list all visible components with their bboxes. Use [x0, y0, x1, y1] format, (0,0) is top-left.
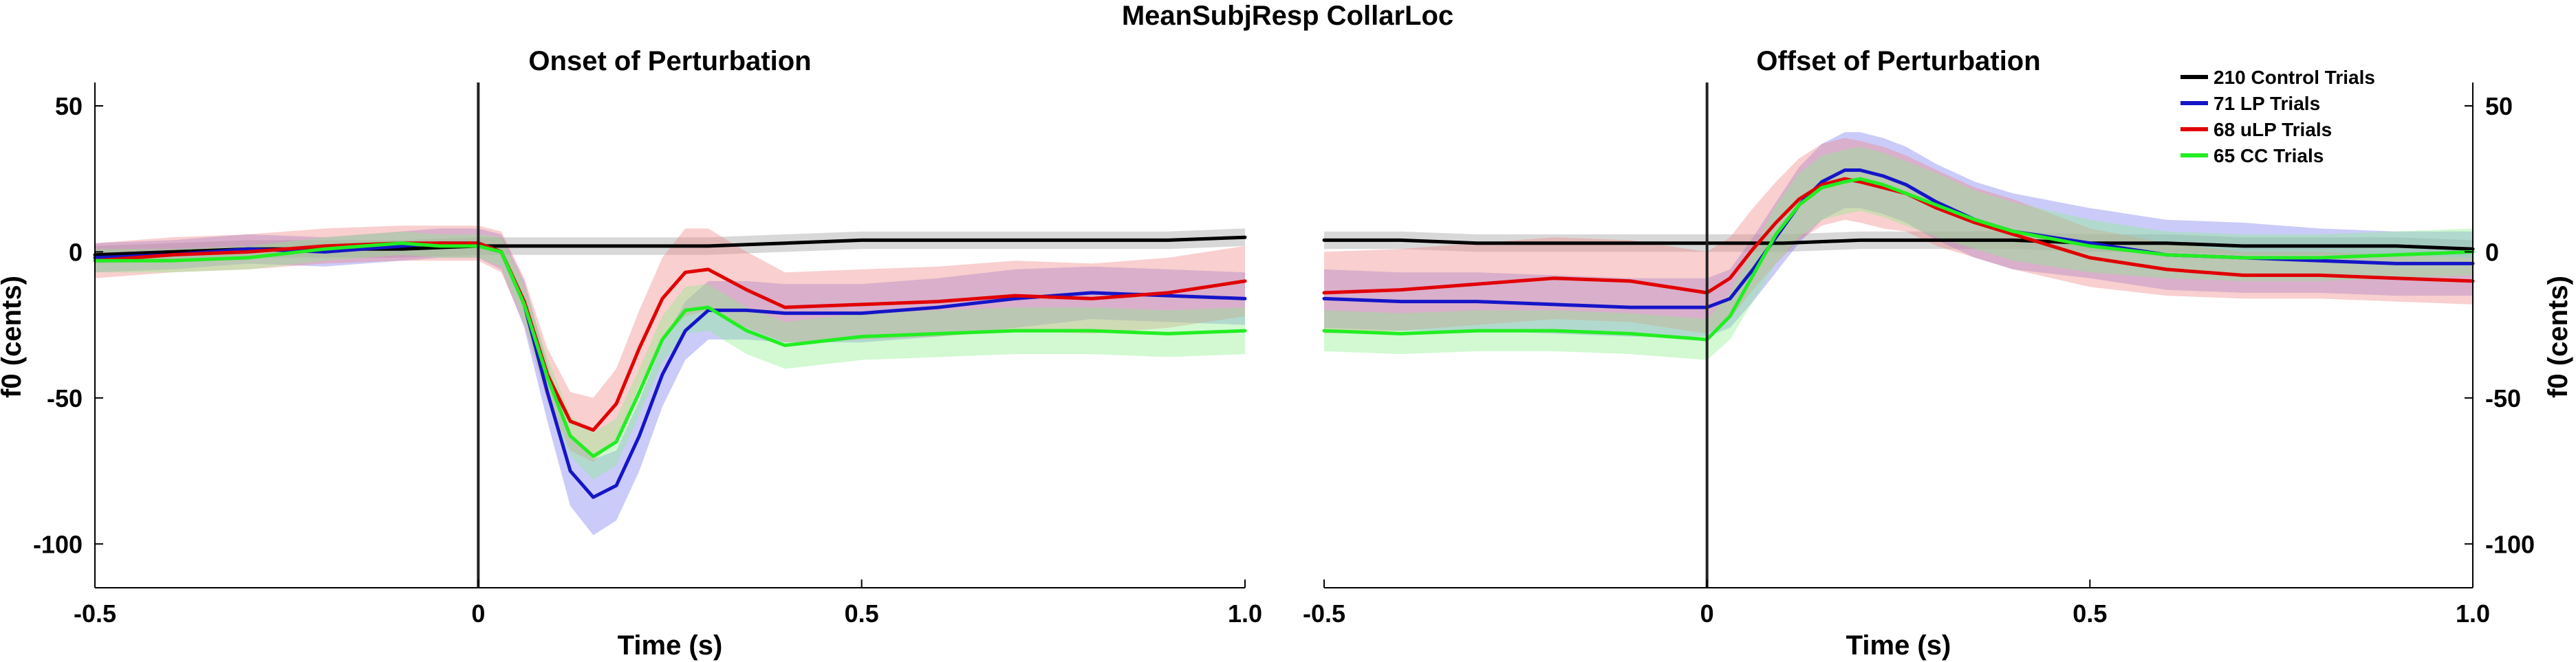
legend: 210 Control Trials 71 LP Trials 68 uLP Tri… [2180, 67, 2375, 166]
ylabel-left: f0 (cents) [0, 276, 27, 398]
figure-title: MeanSubjResp CollarLoc [1122, 1, 1453, 31]
xlabel-onset: Time (s) [618, 630, 723, 661]
ytick-label: -100 [33, 530, 83, 558]
legend-label-lp: 71 LP Trials [2214, 93, 2320, 114]
band-lp-offset [1324, 132, 2473, 337]
xtick-label: 1.0 [1228, 599, 1262, 628]
band-control-offset [1324, 231, 2473, 258]
line-cc-onset [93, 241, 1247, 459]
ylabel-right: f0 (cents) [2543, 276, 2573, 398]
axes-onset [94, 82, 1245, 588]
axes-offset [1324, 82, 2474, 588]
xtick-label: 0.5 [2072, 599, 2107, 628]
panel-onset: Onset of Perturbation -0.5 0 0.5 1.0500-50-… [0, 46, 1262, 661]
band-ulp-offset [1324, 137, 2473, 334]
ticks-onset: -0.5 0 0.5 1.0 50 0 -50 -100 [33, 92, 1262, 628]
ytick-label: -50 [47, 384, 83, 412]
panel-offset: Offset of Perturbation -0.5 0 0.5 1.0 50 0 -50… [1303, 46, 2573, 661]
xtick-label: 1.0 [2456, 599, 2490, 628]
xtick-label: 0.5 [845, 599, 879, 628]
ytick-label: 50 [2485, 92, 2513, 120]
band-cc-onset [95, 231, 1245, 480]
xtick-label: -0.5 [74, 599, 116, 628]
line-lp-onset [93, 241, 1247, 499]
line-cc-offset [1322, 177, 2475, 342]
lines-onset [93, 235, 1247, 499]
panel-title-offset: Offset of Perturbation [1756, 46, 2040, 76]
ytick-label: -100 [2485, 530, 2535, 558]
xtick-label: 0 [471, 599, 485, 628]
legend-label-cc: 65 CC Trials [2214, 145, 2324, 166]
xtick-label: -0.5 [1303, 599, 1345, 628]
ytick-label: 50 [55, 92, 83, 120]
legend-label-control: 210 Control Trials [2214, 67, 2375, 88]
panel-title-onset: Onset of Perturbation [528, 46, 811, 76]
legend-label-ulp: 68 uLP Trials [2214, 119, 2332, 140]
lines-offset [1322, 168, 2475, 342]
xlabel-offset: Time (s) [1846, 630, 1951, 661]
line-control-offset [1322, 238, 2475, 251]
line-ulp-offset [1322, 177, 2475, 295]
ytick-label: 0 [2485, 238, 2499, 266]
ticks-offset: -0.5 0 0.5 1.0 50 0 -50 -100 [1303, 92, 2535, 628]
ytick-label: 0 [69, 238, 83, 266]
band-ulp-onset [95, 225, 1245, 463]
ytick-label: -50 [2485, 384, 2521, 412]
bands-onset [95, 225, 1245, 536]
xtick-label: 0 [1700, 599, 1714, 628]
